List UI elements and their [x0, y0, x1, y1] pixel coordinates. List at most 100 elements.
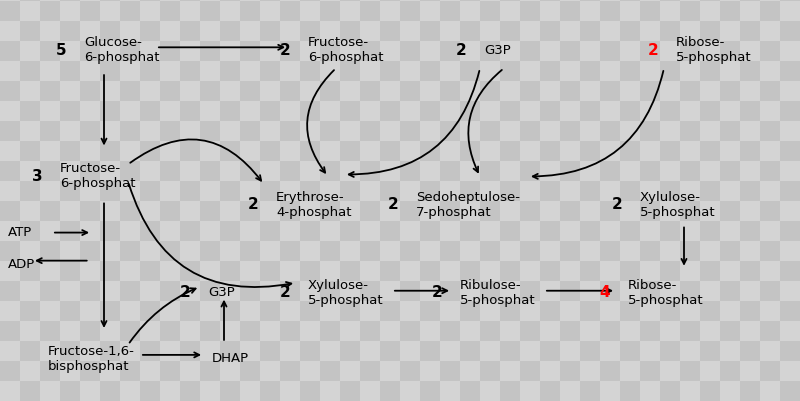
Bar — [120, 121, 140, 141]
Bar — [580, 361, 600, 381]
Bar — [780, 221, 800, 241]
Bar — [480, 281, 500, 301]
Bar — [400, 101, 420, 121]
Bar — [680, 101, 700, 121]
Bar — [440, 21, 460, 41]
Bar — [240, 21, 260, 41]
Bar — [700, 241, 720, 261]
Bar — [120, 361, 140, 381]
Bar — [80, 81, 100, 101]
Bar — [300, 161, 320, 181]
Bar — [700, 221, 720, 241]
Bar — [260, 41, 280, 61]
Bar — [540, 61, 560, 81]
Bar — [460, 381, 480, 401]
Bar — [420, 281, 440, 301]
Bar — [0, 301, 20, 321]
Bar — [360, 41, 380, 61]
Bar — [700, 161, 720, 181]
Bar — [120, 241, 140, 261]
Bar — [220, 281, 240, 301]
Bar — [160, 161, 180, 181]
Text: 2: 2 — [648, 43, 658, 58]
Bar — [780, 1, 800, 21]
Bar — [140, 281, 160, 301]
Bar — [60, 281, 80, 301]
Bar — [780, 101, 800, 121]
Bar — [320, 61, 340, 81]
Bar — [620, 321, 640, 341]
Bar — [400, 281, 420, 301]
Bar — [380, 181, 400, 201]
Bar — [560, 81, 580, 101]
Bar — [80, 101, 100, 121]
Bar — [220, 61, 240, 81]
Bar — [320, 241, 340, 261]
Bar — [100, 41, 120, 61]
Bar — [200, 361, 220, 381]
Bar — [80, 201, 100, 221]
Bar — [440, 141, 460, 161]
Bar — [500, 141, 520, 161]
Bar — [580, 141, 600, 161]
Bar — [120, 181, 140, 201]
Bar — [640, 281, 660, 301]
Bar — [100, 121, 120, 141]
Bar — [200, 0, 220, 1]
Bar — [140, 381, 160, 401]
Bar — [740, 141, 760, 161]
Bar — [760, 241, 780, 261]
Bar — [740, 241, 760, 261]
Bar — [680, 121, 700, 141]
Bar — [340, 181, 360, 201]
Bar — [500, 241, 520, 261]
Bar — [300, 61, 320, 81]
Bar — [500, 341, 520, 361]
Bar — [200, 281, 220, 301]
Bar — [700, 201, 720, 221]
Bar — [740, 301, 760, 321]
Bar — [740, 1, 760, 21]
Bar — [140, 61, 160, 81]
Bar — [520, 61, 540, 81]
Bar — [140, 161, 160, 181]
Bar — [0, 261, 20, 281]
Bar — [60, 161, 80, 181]
Bar — [640, 261, 660, 281]
Bar — [720, 121, 740, 141]
Bar — [700, 21, 720, 41]
Text: G3P: G3P — [484, 44, 510, 57]
Bar — [420, 341, 440, 361]
Bar — [260, 101, 280, 121]
Bar — [520, 381, 540, 401]
Bar — [320, 101, 340, 121]
Bar — [660, 101, 680, 121]
Bar — [200, 161, 220, 181]
Bar — [740, 261, 760, 281]
Bar — [460, 361, 480, 381]
Bar — [760, 221, 780, 241]
Bar — [100, 241, 120, 261]
Bar — [200, 221, 220, 241]
Bar — [20, 381, 40, 401]
Bar — [600, 281, 620, 301]
Bar — [180, 221, 200, 241]
Bar — [640, 161, 660, 181]
Bar — [400, 301, 420, 321]
Bar — [260, 321, 280, 341]
Bar — [480, 301, 500, 321]
Bar — [520, 121, 540, 141]
Bar — [540, 201, 560, 221]
Bar — [760, 181, 780, 201]
Bar — [620, 181, 640, 201]
Bar — [300, 261, 320, 281]
Bar — [360, 121, 380, 141]
Bar — [260, 181, 280, 201]
Bar — [720, 21, 740, 41]
Bar — [0, 381, 20, 401]
Bar — [220, 361, 240, 381]
Bar — [780, 321, 800, 341]
Bar — [220, 21, 240, 41]
Bar — [600, 0, 620, 1]
Bar — [640, 121, 660, 141]
